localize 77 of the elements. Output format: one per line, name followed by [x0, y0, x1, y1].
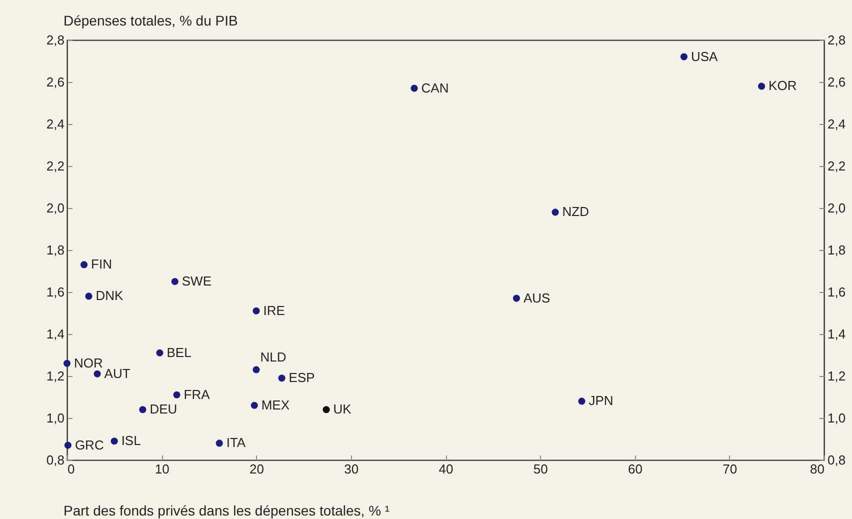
- y-tick-label: 2,4: [46, 116, 64, 132]
- x-tick-label: 0: [68, 462, 75, 476]
- point: [758, 82, 766, 90]
- y2-tick-label: 0,8: [828, 452, 846, 468]
- point: [252, 307, 260, 314]
- y-tick-label: 0,8: [46, 452, 64, 468]
- annotation: ESP: [288, 370, 315, 386]
- y-tick-label: 2,2: [46, 158, 64, 174]
- annotation: JPN: [588, 393, 614, 408]
- x-tick-label: 60: [628, 462, 642, 476]
- point: [322, 406, 330, 414]
- y-tick-label: 1,4: [46, 326, 64, 342]
- x-tick-label: 20: [250, 462, 264, 476]
- annotation: ISL: [121, 433, 141, 448]
- y-tick-label: 1,8: [46, 242, 64, 258]
- annotation: BEL: [166, 344, 192, 360]
- point: [139, 406, 146, 414]
- annotation: FIN: [91, 256, 112, 272]
- y-tick-label: 2,6: [46, 74, 64, 90]
- x-tick-label: 50: [533, 462, 548, 476]
- annotation: USA: [690, 48, 718, 64]
- point: [216, 440, 223, 447]
- annotation: CAN: [421, 80, 449, 96]
- x-axis-title: Part des fonds privés dans les dépenses totales, % ¹: [64, 502, 390, 518]
- annotation: AUS: [523, 290, 551, 306]
- point: [110, 438, 118, 445]
- y-tick-label: 1,6: [46, 284, 64, 300]
- annotation: NZD: [562, 204, 589, 220]
- x-tick-label: 70: [722, 462, 738, 476]
- annotation: FRA: [184, 386, 210, 402]
- y2-tick-label: 1,0: [828, 410, 846, 426]
- point: [410, 84, 418, 92]
- y2-tick-label: 2,4: [828, 116, 846, 132]
- y-tick-label: 1,2: [46, 368, 64, 384]
- point: [63, 360, 71, 367]
- point: [64, 442, 72, 449]
- y-tick-label: 1,0: [46, 410, 64, 426]
- x-tick-label: 10: [154, 462, 170, 476]
- y-tick-label: 2,0: [46, 200, 64, 216]
- y2-tick-label: 1,6: [828, 284, 846, 300]
- y2-tick-label: 2,0: [828, 200, 846, 216]
- point: [578, 398, 586, 405]
- annotation: KOR: [768, 78, 797, 94]
- point: [552, 208, 559, 216]
- point: [250, 402, 258, 409]
- annotation: ITA: [226, 435, 246, 450]
- x-tick-label: 40: [438, 462, 454, 476]
- annotation: UK: [333, 402, 352, 417]
- point: [173, 391, 180, 398]
- point: [85, 292, 92, 300]
- y-tick-label: 2,8: [46, 32, 64, 48]
- x-tick-label: 80: [810, 462, 824, 476]
- annotation: NLD: [260, 350, 286, 365]
- point: [252, 366, 260, 374]
- point: [156, 349, 164, 356]
- y2-tick-label: 2,8: [828, 32, 846, 48]
- y2-tick-label: 2,2: [828, 158, 846, 174]
- y2-tick-label: 1,8: [828, 242, 846, 258]
- y2-tick-label: 1,4: [828, 326, 846, 342]
- annotation: MEX: [261, 397, 290, 412]
- y2-tick-label: 1,2: [828, 368, 846, 384]
- point: [512, 294, 520, 302]
- point: [80, 261, 88, 268]
- annotation: GRC: [74, 437, 104, 452]
- point: [94, 370, 101, 378]
- annotation: IRE: [263, 302, 286, 318]
- annotation: SWE: [182, 274, 212, 288]
- y-axis-title: Dépenses totales, % du PIB: [64, 12, 238, 28]
- point: [278, 374, 286, 382]
- y2-tick-label: 2,6: [828, 74, 846, 90]
- x-tick-label: 30: [344, 462, 359, 476]
- point: [171, 278, 178, 286]
- annotation: AUT: [104, 366, 130, 381]
- point: [680, 53, 688, 60]
- annotation: DEU: [150, 402, 178, 417]
- annotation: NOR: [74, 355, 103, 370]
- annotation: DNK: [96, 288, 124, 304]
